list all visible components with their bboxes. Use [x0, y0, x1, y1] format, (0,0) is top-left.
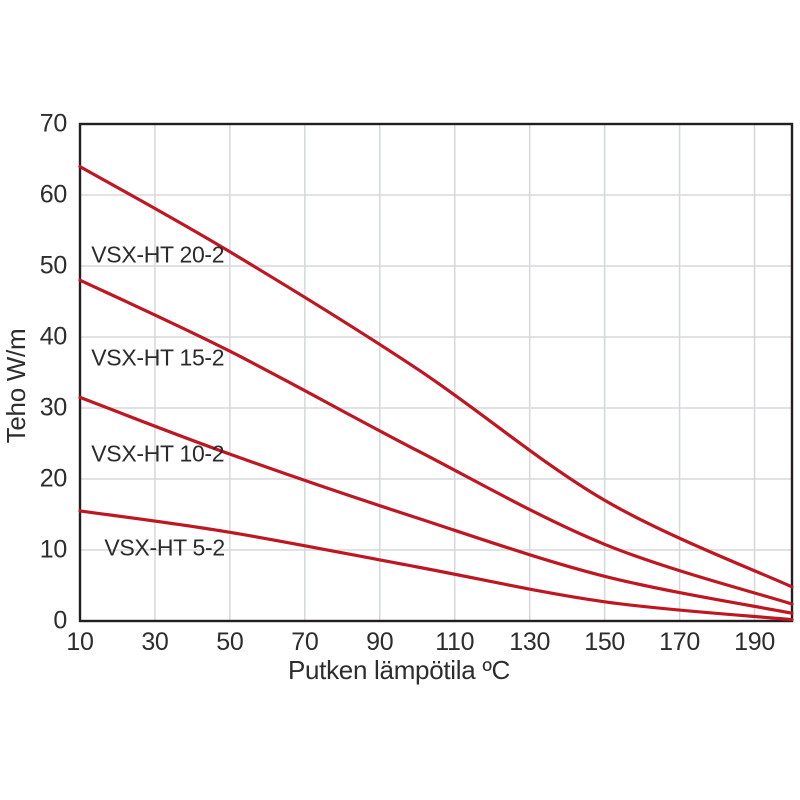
curve-label-vsx-ht-5-2: VSX-HT 5-2 [104, 534, 225, 561]
x-tick-label-190: 190 [734, 628, 775, 656]
curve-vsx-ht-20-2 [78, 165, 794, 589]
x-axis-title: Putken lämpötila ºC [287, 655, 511, 685]
y-tick-label-30: 30 [39, 393, 68, 422]
x-tick-label-110: 110 [435, 628, 475, 656]
y-tick-label-70: 70 [39, 109, 68, 138]
x-tick-label-130: 130 [509, 628, 551, 656]
plot-border [78, 122, 794, 623]
curve-vsx-ht-15-2 [78, 278, 794, 606]
y-tick-label-60: 60 [39, 180, 68, 209]
y-tick-label-10: 10 [39, 535, 68, 564]
x-tick-label-90: 90 [366, 628, 394, 656]
curve-label-vsx-ht-10-2: VSX-HT 10-2 [91, 440, 225, 467]
x-tick-label-50: 50 [216, 628, 244, 656]
x-tick-label-10: 10 [66, 628, 94, 656]
y-tick-label-50: 50 [39, 251, 68, 280]
curve-vsx-ht-5-2 [78, 509, 794, 622]
x-tick-label-170: 170 [659, 628, 700, 656]
x-tick-label-30: 30 [141, 628, 169, 656]
y-tick-label-20: 20 [39, 464, 68, 493]
curve-label-vsx-ht-15-2: VSX-HT 15-2 [91, 344, 225, 371]
curve-label-vsx-ht-20-2: VSX-HT 20-2 [91, 241, 225, 268]
x-tick-label-70: 70 [291, 628, 319, 656]
y-tick-label-0: 0 [53, 606, 67, 635]
y-axis-title: Teho W/m [1, 328, 31, 444]
y-tick-label-40: 40 [39, 322, 68, 351]
curve-vsx-ht-10-2 [78, 395, 794, 615]
x-tick-label-150: 150 [584, 628, 626, 656]
